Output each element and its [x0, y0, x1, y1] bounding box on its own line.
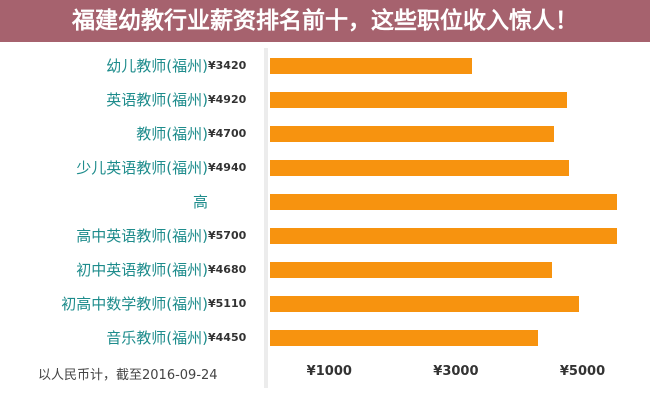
x-tick-label: ¥1000 [306, 364, 352, 379]
bar [270, 126, 554, 142]
x-tick-label: ¥3000 [433, 364, 479, 379]
value-label: ¥4680 [208, 263, 247, 276]
article-title: 福建幼教行业薪资排名前十，这些职位收入惊人！ [72, 8, 578, 34]
value-label: ¥4450 [208, 331, 247, 344]
title-overlay [0, 0, 650, 42]
bar [270, 92, 568, 108]
category-label: 高中英语教师(福州) [76, 227, 208, 245]
bar [270, 262, 553, 278]
bar [270, 160, 569, 176]
category-label: 高 [192, 193, 208, 211]
value-label: ¥5700 [208, 229, 247, 242]
category-label: 幼儿教师(福州) [106, 57, 208, 75]
category-label: 初中英语教师(福州) [76, 261, 208, 279]
axis-divider [264, 48, 268, 388]
bar [270, 296, 580, 312]
bar [270, 194, 617, 210]
value-label: ¥3420 [208, 59, 247, 72]
category-label: 初高中数学教师(福州) [61, 295, 208, 313]
category-label: 少儿英语教师(福州) [76, 159, 208, 177]
bar [270, 58, 473, 74]
category-label: 英语教师(福州) [106, 91, 208, 109]
category-label: 音乐教师(福州) [106, 329, 208, 347]
category-label: 教师(福州) [136, 125, 208, 143]
bar [270, 228, 617, 244]
value-label: ¥4700 [208, 127, 247, 140]
value-label: ¥4920 [208, 93, 247, 106]
x-tick-label: ¥5000 [559, 364, 606, 379]
currency-note: 以人民币计，截至2016-09-24 [38, 368, 218, 383]
bar [270, 330, 538, 346]
value-label: ¥4940 [208, 161, 247, 174]
value-label: ¥5110 [208, 297, 247, 310]
